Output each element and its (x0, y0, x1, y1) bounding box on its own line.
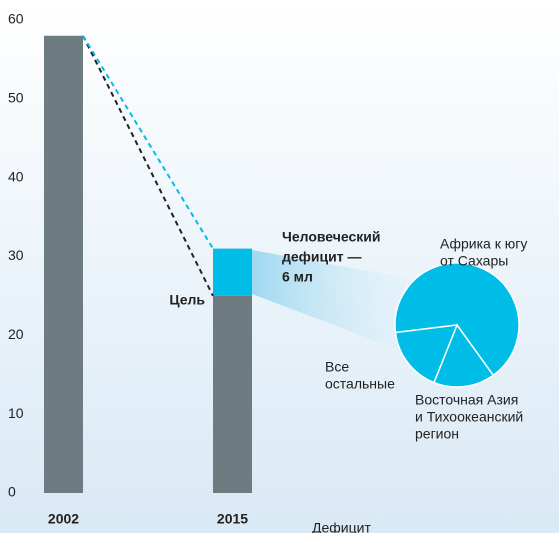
y-tick-label: 10 (8, 405, 24, 421)
bar-segment (213, 248, 252, 296)
pie-slice (394, 262, 520, 377)
footer: Дефицит (312, 520, 371, 533)
projection-line (82, 35, 214, 250)
target-line (82, 35, 214, 297)
target-label: Цель (169, 292, 205, 308)
callout-fan (252, 250, 420, 350)
annotation: 6 мл (282, 269, 313, 285)
y-tick-label: 60 (8, 11, 24, 27)
pie-label: и Тихоокеанский (415, 409, 523, 425)
y-tick-label: 20 (8, 326, 24, 342)
deficit-annotation: Человеческий дефицит — 6 мл (282, 229, 380, 285)
pie-slice (394, 324, 459, 384)
y-tick-label: 50 (8, 90, 24, 106)
pie-label: Все (325, 359, 349, 375)
bar-segment (213, 295, 252, 493)
annotation: Человеческий (282, 229, 380, 245)
pie-label: регион (415, 426, 459, 442)
x-tick-label: 2002 (48, 511, 79, 527)
x-tick-label: 2015 (217, 511, 248, 527)
pie-slice (432, 323, 495, 388)
y-tick-label: 40 (8, 168, 24, 184)
annotation: дефицит — (282, 249, 362, 265)
y-tick-label: 0 (8, 484, 16, 500)
y-tick-label: 30 (8, 247, 24, 263)
pie-label: Восточная Азия (415, 392, 518, 408)
bar-segment (44, 35, 83, 494)
pie-label: остальные (325, 376, 395, 392)
pie-label: Африка к югу (440, 236, 527, 252)
pie-label: от Сахары (440, 253, 508, 269)
